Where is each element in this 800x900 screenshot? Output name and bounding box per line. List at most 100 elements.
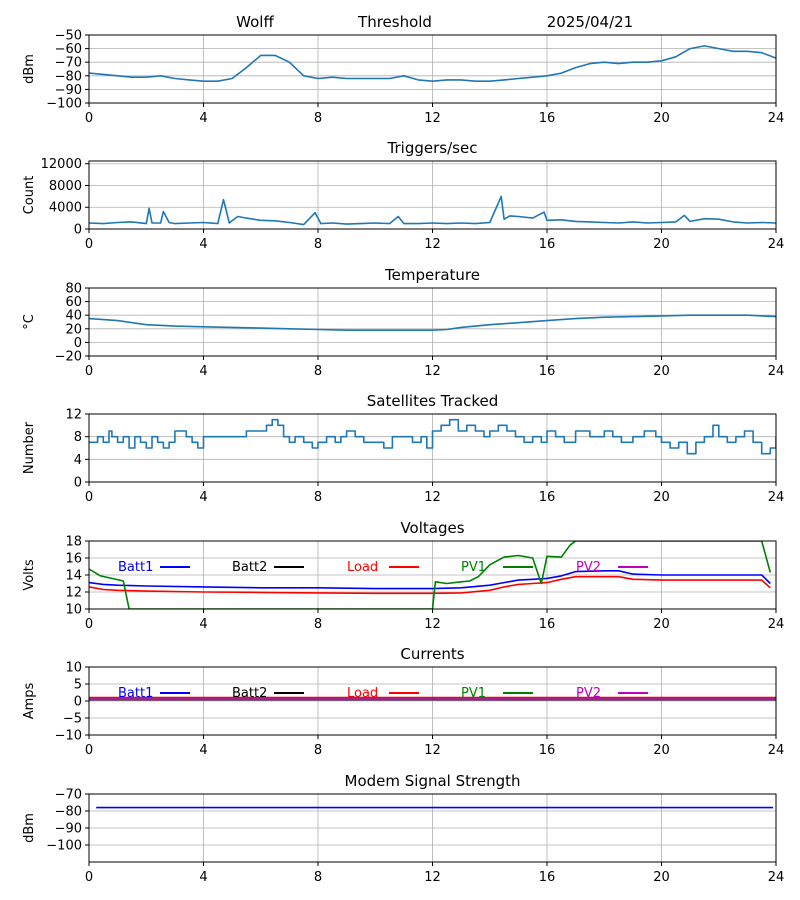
satellites-xtick-label-0: 0 xyxy=(85,490,93,505)
header-station: Wolff xyxy=(236,13,274,31)
threshold-xtick-label-5: 20 xyxy=(653,111,670,126)
currents-series-group xyxy=(89,696,776,701)
voltages-legend-label-pv1: PV1 xyxy=(461,560,486,575)
voltages-ytick-label-1: 12 xyxy=(65,586,82,601)
currents-legend-label-batt2: Batt2 xyxy=(232,686,267,701)
temperature-xtick-label-0: 0 xyxy=(85,364,93,379)
voltages-xtick-label-5: 20 xyxy=(653,617,670,632)
voltages-xtick-label-6: 24 xyxy=(768,617,785,632)
voltages-xtick-label-1: 4 xyxy=(199,617,207,632)
threshold-panel: 0 4 8 12 16 20 24 −100−90−80−70−60−50 dBm xyxy=(22,29,784,127)
modem-ytick-label-1: −90 xyxy=(55,822,82,837)
triggers-title: Triggers/sec xyxy=(387,139,478,157)
temperature-ytick-label-4: 60 xyxy=(65,295,82,310)
voltages-line-pv1 xyxy=(89,541,772,609)
modem-title: Modem Signal Strength xyxy=(345,772,521,790)
currents-ytick-label-1: −5 xyxy=(63,712,82,727)
modem-xtick-label-6: 24 xyxy=(768,870,785,885)
threshold-xtick-label-1: 4 xyxy=(199,111,207,126)
currents-legend-label-batt1: Batt1 xyxy=(118,686,153,701)
threshold-ytick-label-1: −90 xyxy=(55,83,82,98)
modem-panel: 0 4 8 12 16 20 24 −100 −90 −80 −70 dBm Modem Signal … xyxy=(22,772,784,885)
temperature-ytick-label-0: −20 xyxy=(55,350,82,365)
triggers-xtick-label-6: 24 xyxy=(768,237,785,252)
voltages-xtick-label-0: 0 xyxy=(85,617,93,632)
triggers-ytick-label-3: 12000 xyxy=(41,157,82,172)
triggers-xtick-label-5: 20 xyxy=(653,237,670,252)
modem-ytick-label-3: −70 xyxy=(55,788,82,803)
satellites-xtick-label-5: 20 xyxy=(653,490,670,505)
satellites-xtick-label-4: 16 xyxy=(539,490,556,505)
temperature-series-group xyxy=(89,314,776,331)
satellites-xtick-label-1: 4 xyxy=(199,490,207,505)
modem-xtick-label-1: 4 xyxy=(199,870,207,885)
temperature-xtick-label-4: 16 xyxy=(539,364,556,379)
triggers-xtick-label-0: 0 xyxy=(85,237,93,252)
triggers-xtick-label-4: 16 xyxy=(539,237,556,252)
modem-ytick-label-2: −80 xyxy=(55,805,82,820)
threshold-ytick-label-5: −50 xyxy=(55,29,82,44)
satellites-xtick-label-6: 24 xyxy=(768,490,785,505)
threshold-ytick-label-2: −80 xyxy=(55,69,82,84)
triggers-ytick-label-0: 0 xyxy=(74,223,82,238)
currents-xtick-label-2: 8 xyxy=(314,743,322,758)
satellites-ylabel: Number xyxy=(22,421,37,474)
modem-xtick-label-3: 12 xyxy=(424,870,441,885)
voltages-panel: 0 4 8 12 16 20 24 10 12 14 16 18 Volts Voltages Batt1 B… xyxy=(22,519,784,632)
voltages-title: Voltages xyxy=(400,519,464,537)
temperature-xtick-label-2: 8 xyxy=(314,364,322,379)
currents-xtick-label-3: 12 xyxy=(424,743,441,758)
threshold-xtick-label-4: 16 xyxy=(539,111,556,126)
currents-ytick-label-3: 5 xyxy=(74,678,82,693)
modem-ylabel: dBm xyxy=(22,813,37,843)
triggers-xtick-label-1: 4 xyxy=(199,237,207,252)
modem-xtick-label-4: 16 xyxy=(539,870,556,885)
voltages-legend-label-batt2: Batt2 xyxy=(232,560,267,575)
currents-xtick-label-1: 4 xyxy=(199,743,207,758)
threshold-ytick-label-4: −60 xyxy=(55,42,82,57)
temperature-xtick-label-5: 20 xyxy=(653,364,670,379)
satellites-xtick-label-3: 12 xyxy=(424,490,441,505)
currents-ytick-label-4: 10 xyxy=(65,661,82,676)
voltages-legend-label-pv2: PV2 xyxy=(576,560,601,575)
triggers-series-group xyxy=(89,195,776,226)
currents-xtick-label-0: 0 xyxy=(85,743,93,758)
voltages-line-load xyxy=(89,575,771,595)
currents-xtick-label-4: 16 xyxy=(539,743,556,758)
temperature-ytick-label-3: 40 xyxy=(65,309,82,324)
temperature-ytick-label-1: 0 xyxy=(74,336,82,351)
modem-ytick-label-0: −100 xyxy=(46,839,82,854)
voltages-ytick-label-2: 14 xyxy=(65,569,82,584)
voltages-legend-label-batt1: Batt1 xyxy=(118,560,153,575)
voltages-legend-label-load: Load xyxy=(347,560,378,575)
temperature-ylabel: °C xyxy=(22,314,37,330)
threshold-xtick-label-0: 0 xyxy=(85,111,93,126)
threshold-xtick-label-3: 12 xyxy=(424,111,441,126)
triggers-xtick-label-2: 8 xyxy=(314,237,322,252)
threshold-ylabel: dBm xyxy=(22,54,37,84)
threshold-series-group xyxy=(89,45,776,82)
currents-legend-label-load: Load xyxy=(347,686,378,701)
satellites-xtick-label-2: 8 xyxy=(314,490,322,505)
voltages-ytick-label-4: 18 xyxy=(65,535,82,550)
triggers-ylabel: Count xyxy=(22,176,37,215)
satellites-ytick-label-0: 0 xyxy=(74,476,82,491)
triggers-panel: 0 4 8 12 16 20 24 0 4000 8000 12000 Count Triggers/s… xyxy=(22,139,784,252)
currents-ylabel: Amps xyxy=(22,682,37,719)
satellites-panel: 0 4 8 12 16 20 24 0 4 8 12 Number Satellites Tracked xyxy=(22,392,784,505)
voltages-xtick-label-4: 16 xyxy=(539,617,556,632)
threshold-line-series-0 xyxy=(89,45,776,82)
triggers-line-series-0 xyxy=(89,195,776,226)
temperature-ytick-label-5: 80 xyxy=(65,282,82,297)
currents-ytick-label-2: 0 xyxy=(74,695,82,710)
triggers-ytick-label-1: 4000 xyxy=(49,201,82,216)
temperature-title: Temperature xyxy=(384,266,480,284)
currents-legend-label-pv2: PV2 xyxy=(576,686,601,701)
satellites-line-series-0 xyxy=(89,418,776,455)
currents-panel: 0 4 8 12 16 20 24 −10 −5 0 5 10 Amps Currents Batt1 Bat… xyxy=(22,645,784,758)
modem-xtick-label-0: 0 xyxy=(85,870,93,885)
temperature-ytick-label-2: 20 xyxy=(65,322,82,337)
